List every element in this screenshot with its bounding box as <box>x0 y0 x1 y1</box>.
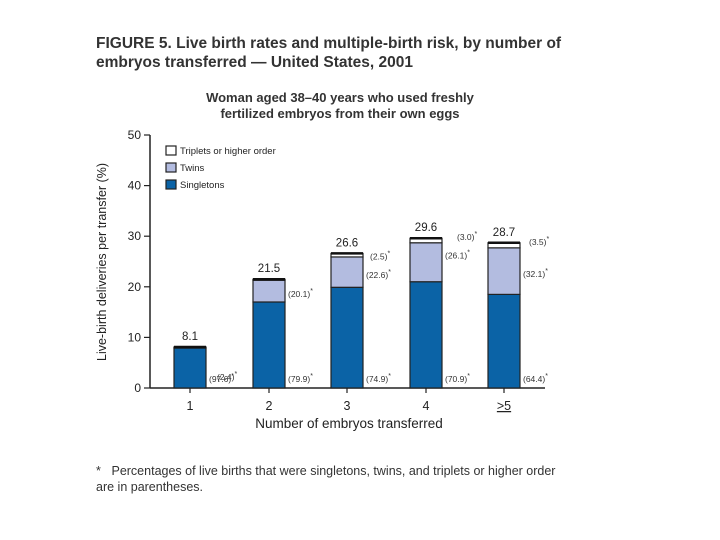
footnote-text: Percentages of live births that were sin… <box>96 464 556 494</box>
x-tick-label: 1 <box>187 399 194 413</box>
x-tick-label: 4 <box>423 399 430 413</box>
percent-label: (32.1)* <box>523 268 548 279</box>
percent-label: (74.9)* <box>366 373 391 384</box>
total-label: 26.6 <box>336 237 358 249</box>
footnote: * Percentages of live births that were s… <box>96 463 576 495</box>
footnote-marker: * <box>96 464 101 478</box>
bar-segment-twins <box>330 256 364 288</box>
total-label: 21.5 <box>258 263 280 275</box>
y-tick-label: 40 <box>128 179 142 193</box>
bar-segment-singletons <box>409 281 443 389</box>
percent-label: (97.6)* <box>209 373 234 384</box>
legend-swatch-triplets <box>165 145 177 156</box>
y-tick-label: 10 <box>128 330 142 344</box>
x-tick-label: 3 <box>344 399 351 413</box>
y-tick-label: 30 <box>128 229 142 243</box>
chart-subtitle-line1: Woman aged 38–40 years who used freshly <box>206 90 474 105</box>
x-axis-label: Number of embryos transferred <box>255 416 443 431</box>
total-label: 8.1 <box>182 331 198 343</box>
percent-label: (2.4)* <box>217 371 237 382</box>
y-tick-label: 20 <box>128 280 142 294</box>
percent-label: (3.0)* <box>457 231 477 242</box>
bar-segment-twins <box>487 247 521 295</box>
bar-segment-singletons <box>330 286 364 389</box>
x-tick-label: >5 <box>497 399 511 413</box>
legend-swatch-singletons <box>165 179 177 190</box>
legend-label: Twins <box>180 163 205 174</box>
percent-label: (2.5)* <box>370 250 390 261</box>
percent-label: (70.9)* <box>445 373 470 384</box>
figure-title: FIGURE 5. Live birth rates and multiple-… <box>96 34 616 72</box>
percent-label: (22.6)* <box>366 269 391 280</box>
legend-swatch-twins <box>165 162 177 173</box>
bar-segment-twins <box>252 279 286 303</box>
percent-label: (79.9)* <box>288 373 313 384</box>
percent-label: (3.5)* <box>529 236 549 247</box>
figure-label: FIGURE 5. <box>96 35 172 52</box>
percent-label: (20.1)* <box>288 288 313 299</box>
y-axis-label: Live-birth deliveries per transfer (%) <box>95 163 109 361</box>
bar-segment-singletons <box>487 293 521 389</box>
y-tick-label: 50 <box>128 128 142 142</box>
total-label: 28.7 <box>493 227 515 239</box>
legend-label: Singletons <box>180 180 225 191</box>
chart-subtitle: Woman aged 38–40 years who used freshly … <box>150 90 530 122</box>
bar-segment-singletons <box>173 347 207 389</box>
bar-segment-singletons <box>252 301 286 389</box>
x-tick-label: 2 <box>266 399 273 413</box>
bar-segment-twins <box>409 242 443 283</box>
chart-subtitle-line2: fertilized embryos from their own eggs <box>220 106 460 121</box>
total-label: 29.6 <box>415 222 437 234</box>
legend-label: Triplets or higher order <box>180 146 276 157</box>
percent-label: (26.1)* <box>445 249 470 260</box>
y-tick-label: 0 <box>134 381 141 395</box>
percent-label: (64.4)* <box>523 373 548 384</box>
figure-title-text: Live birth rates and multiple-birth risk… <box>96 35 562 71</box>
